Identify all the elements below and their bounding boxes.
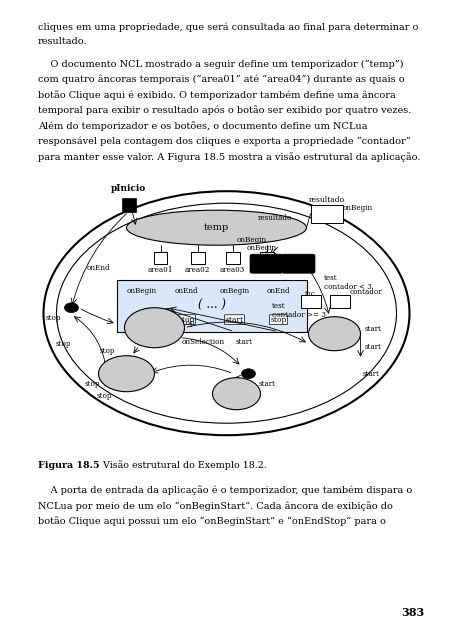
Text: contador: contador bbox=[350, 288, 382, 296]
Text: pInicio: pInicio bbox=[111, 184, 146, 193]
FancyBboxPatch shape bbox=[329, 294, 350, 308]
Text: onEnd: onEnd bbox=[87, 264, 110, 272]
Text: onSelection: onSelection bbox=[182, 338, 225, 346]
Text: botão Clique aqui é exibido. O temporizador também define uma âncora: botão Clique aqui é exibido. O temporiza… bbox=[38, 90, 396, 100]
Text: test
contador >= 3: test contador >= 3 bbox=[271, 301, 325, 319]
Text: stop: stop bbox=[96, 392, 112, 400]
Text: onBegin: onBegin bbox=[342, 204, 373, 212]
Text: onEnd: onEnd bbox=[175, 287, 198, 294]
Text: resultado: resultado bbox=[308, 196, 345, 204]
Text: stop: stop bbox=[56, 340, 72, 348]
Text: cliques: cliques bbox=[317, 329, 352, 338]
Ellipse shape bbox=[125, 308, 184, 348]
Text: Além do temporizador e os botões, o documento define um NCLua: Além do temporizador e os botões, o docu… bbox=[38, 121, 367, 131]
Text: start: start bbox=[226, 316, 244, 324]
FancyBboxPatch shape bbox=[226, 252, 240, 264]
Text: ( ... ): ( ... ) bbox=[198, 300, 226, 312]
Text: onBegin: onBegin bbox=[219, 287, 250, 294]
Text: temporal para exibir o resultado após o botão ser exibido por quatro vezes.: temporal para exibir o resultado após o … bbox=[38, 106, 411, 115]
Text: onEnd: onEnd bbox=[267, 287, 290, 294]
FancyBboxPatch shape bbox=[116, 280, 307, 332]
Text: responsável pela contagem dos cliques e exporta a propriedade “contador”: responsável pela contagem dos cliques e … bbox=[38, 137, 410, 146]
Ellipse shape bbox=[126, 210, 307, 245]
Text: start: start bbox=[365, 324, 381, 333]
Text: cliques em uma propriedade, que será consultada ao final para determinar o: cliques em uma propriedade, que será con… bbox=[38, 22, 419, 31]
Text: area01: area01 bbox=[148, 266, 173, 274]
Text: O documento NCL mostrado a seguir define um temporizador (“temp”): O documento NCL mostrado a seguir define… bbox=[38, 60, 404, 68]
FancyBboxPatch shape bbox=[282, 254, 315, 273]
Text: resultado: resultado bbox=[258, 214, 293, 221]
FancyBboxPatch shape bbox=[300, 294, 321, 308]
Text: com quatro âncoras temporais (“area01” até “area04”) durante as quais o: com quatro âncoras temporais (“area01” a… bbox=[38, 75, 405, 84]
Text: start: start bbox=[132, 316, 150, 324]
Text: perdeu: perdeu bbox=[219, 389, 254, 398]
Text: inc: inc bbox=[305, 290, 316, 298]
Text: area04: area04 bbox=[254, 266, 279, 274]
Text: start: start bbox=[218, 384, 235, 392]
Text: onBegin: onBegin bbox=[236, 236, 266, 244]
Text: start: start bbox=[362, 370, 380, 378]
Text: stop: stop bbox=[270, 316, 287, 324]
Text: para manter esse valor. A Figura 18.5 mostra a visão estrutural da aplicação.: para manter esse valor. A Figura 18.5 mo… bbox=[38, 152, 420, 162]
Text: stop: stop bbox=[46, 314, 62, 322]
Text: Visão estrutural do Exemplo 18.2.: Visão estrutural do Exemplo 18.2. bbox=[100, 461, 267, 470]
Text: and: and bbox=[291, 260, 306, 268]
FancyBboxPatch shape bbox=[121, 198, 135, 212]
Text: stop: stop bbox=[85, 380, 100, 388]
Text: area03: area03 bbox=[220, 266, 245, 274]
Ellipse shape bbox=[241, 369, 255, 379]
Text: A porta de entrada da aplicação é o temporizador, que também dispara o: A porta de entrada da aplicação é o temp… bbox=[38, 486, 412, 495]
FancyBboxPatch shape bbox=[310, 205, 342, 223]
Text: botão Clique aqui possui um elo “onBeginStart” e “onEndStop” para o: botão Clique aqui possui um elo “onBegin… bbox=[38, 516, 386, 526]
FancyBboxPatch shape bbox=[191, 252, 204, 264]
Text: and: and bbox=[260, 260, 274, 268]
Ellipse shape bbox=[308, 317, 361, 351]
FancyBboxPatch shape bbox=[260, 252, 274, 264]
Ellipse shape bbox=[212, 378, 260, 410]
Text: stop: stop bbox=[100, 347, 116, 355]
Text: aqui: aqui bbox=[144, 323, 165, 332]
Ellipse shape bbox=[64, 303, 78, 312]
Text: stop: stop bbox=[179, 319, 195, 326]
Text: onBegin: onBegin bbox=[126, 287, 157, 294]
Text: 383: 383 bbox=[402, 607, 425, 618]
Text: start: start bbox=[365, 342, 381, 351]
Text: resultado.: resultado. bbox=[38, 38, 87, 47]
Text: Figura 18.5: Figura 18.5 bbox=[38, 461, 100, 470]
Ellipse shape bbox=[98, 356, 154, 392]
Text: test
contador < 3: test contador < 3 bbox=[323, 274, 371, 291]
Text: area02: area02 bbox=[185, 266, 210, 274]
Text: start: start bbox=[259, 380, 275, 388]
Text: stop: stop bbox=[178, 316, 195, 324]
FancyBboxPatch shape bbox=[154, 252, 168, 264]
FancyBboxPatch shape bbox=[250, 254, 283, 273]
Text: start: start bbox=[236, 338, 253, 346]
Text: ganhou: ganhou bbox=[108, 369, 145, 378]
Text: temp: temp bbox=[204, 223, 229, 232]
Text: NCLua por meio de um elo “onBeginStart”. Cada âncora de exibição do: NCLua por meio de um elo “onBeginStart”.… bbox=[38, 501, 393, 511]
Text: onBegin: onBegin bbox=[246, 244, 277, 252]
